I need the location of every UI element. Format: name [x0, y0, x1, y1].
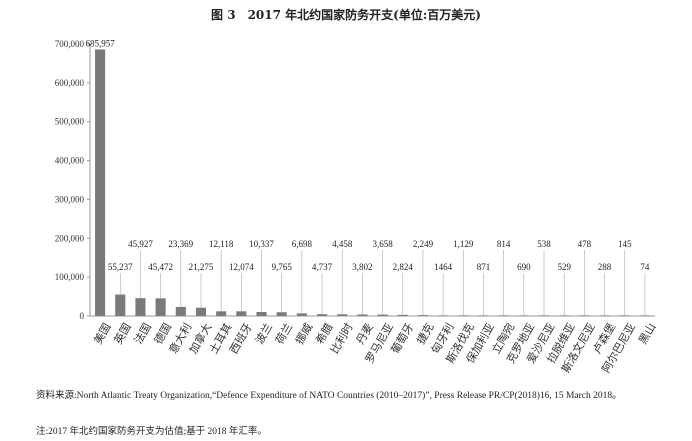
category-label: 荷兰	[273, 321, 295, 347]
data-label: 3,802	[352, 262, 372, 272]
y-tick-label: 700,000	[55, 39, 85, 49]
data-label: 10,337	[249, 239, 274, 249]
category-label: 挪威	[292, 321, 315, 347]
data-label: 1464	[434, 262, 453, 272]
bar	[256, 311, 267, 316]
bar	[135, 298, 146, 316]
bar	[478, 315, 489, 316]
bar	[236, 311, 247, 316]
y-tick-label: 500,000	[55, 117, 85, 127]
data-label: 814	[497, 239, 511, 249]
bar	[417, 315, 428, 316]
data-label: 690	[517, 262, 531, 272]
bar	[538, 315, 550, 316]
data-label: 23,369	[168, 239, 193, 249]
bar-chart: 0 100,000 200,000 300,000 400,000 500,000 600,…	[55, 38, 659, 375]
data-label: 538	[537, 239, 551, 249]
data-label: 74	[640, 262, 650, 272]
data-label: 2,249	[413, 239, 434, 249]
bar	[175, 306, 186, 316]
bar	[559, 315, 570, 316]
data-label: 1,129	[453, 239, 474, 249]
category-label: 美国	[91, 321, 113, 347]
data-label: 45,927	[128, 239, 153, 249]
bar	[95, 49, 106, 317]
category-label: 法国	[131, 321, 154, 347]
y-tick-label: 100,000	[55, 272, 85, 282]
data-label: 2,824	[393, 262, 414, 272]
bar	[377, 314, 388, 316]
data-label: 6,698	[292, 239, 313, 249]
bar	[155, 298, 166, 316]
bar	[216, 311, 227, 316]
data-label: 685,957	[85, 38, 115, 48]
data-label: 21,275	[189, 262, 214, 272]
y-tick-label: 300,000	[55, 194, 85, 204]
bar	[579, 315, 590, 316]
data-label: 12,074	[229, 262, 254, 272]
bar	[639, 315, 650, 316]
category-label: 英国	[111, 321, 134, 347]
y-tick-label: 200,000	[55, 233, 85, 243]
category-label: 黑山	[636, 321, 658, 347]
bar	[357, 314, 368, 316]
bar	[115, 294, 126, 316]
data-label: 145	[618, 239, 632, 249]
bar	[619, 315, 630, 316]
chart-title: 图 3 2017 年北约国家防务开支(单位:百万美元)	[211, 8, 481, 22]
data-label: 4,737	[312, 262, 333, 272]
bar	[397, 314, 408, 316]
data-label: 478	[578, 239, 592, 249]
data-label: 288	[598, 262, 612, 272]
footnote: 注:2017 年北约国家防务开支为估值;基于 2018 年汇率。	[36, 427, 267, 437]
bar	[458, 315, 469, 316]
data-label: 3,658	[372, 239, 393, 249]
data-label: 529	[557, 262, 571, 272]
bar	[296, 313, 307, 316]
bar	[276, 312, 287, 316]
data-label: 55,237	[108, 262, 133, 272]
y-tick-label: 400,000	[55, 156, 85, 166]
bar	[337, 314, 348, 316]
bar	[317, 314, 328, 316]
category-label: 波兰	[253, 321, 275, 347]
bar	[438, 315, 449, 316]
bar	[498, 315, 509, 316]
data-label: 9,765	[272, 262, 293, 272]
data-label: 12,118	[209, 239, 234, 249]
data-label: 871	[477, 262, 491, 272]
data-label: 4,458	[332, 239, 353, 249]
y-tick-label: 0	[80, 311, 85, 321]
y-tick-label: 600,000	[55, 78, 85, 88]
source-note: 资料来源:North Atlantic Treaty Organization,…	[36, 391, 622, 401]
bar	[518, 315, 529, 316]
data-label: 45,472	[148, 262, 173, 272]
bar	[195, 307, 207, 316]
bar	[599, 315, 610, 316]
